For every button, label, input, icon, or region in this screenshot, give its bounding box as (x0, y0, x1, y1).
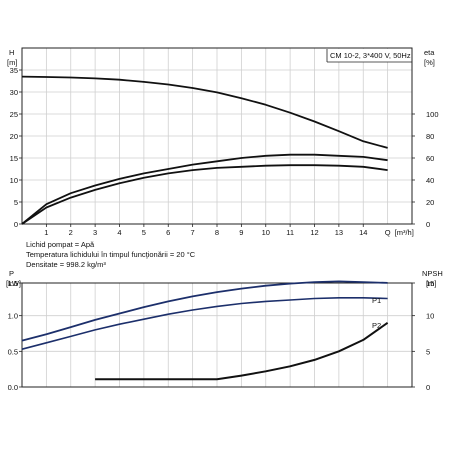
y-tick-label: 15 (10, 154, 18, 163)
npsh-curve (95, 321, 389, 381)
x-axis-label: Q (385, 228, 391, 237)
fluid-note-1: Lichid pompat = Apă (26, 240, 95, 249)
y-tick-label: 0 (14, 220, 18, 229)
x-tick-label: 13 (335, 228, 343, 237)
y-axis-label: H (9, 48, 14, 57)
y-tick-label: 5 (14, 198, 18, 207)
y2-tick-label: 100 (426, 110, 439, 119)
fluid-note-3: Densitate = 998.2 kg/m³ (26, 260, 106, 269)
y2-tick-label: 60 (426, 154, 434, 163)
efficiency-curve-2 (21, 164, 388, 225)
y2-axis-label: eta (424, 48, 435, 57)
y-tick-label: 35 (10, 66, 18, 75)
y-tick-label: 0.5 (8, 347, 18, 356)
title-box (327, 49, 410, 62)
x-tick-label: 2 (69, 228, 73, 237)
x-tick-label: 9 (239, 228, 243, 237)
y2-tick-label: 5 (426, 347, 430, 356)
x-tick-label: 7 (191, 228, 195, 237)
y2-axis-label: NPSH (422, 269, 443, 278)
x-tick-label: 12 (310, 228, 318, 237)
y-tick-label: 10 (10, 176, 18, 185)
y2-axis-unit: [m] (426, 279, 436, 288)
y-tick-label: 0.0 (8, 383, 18, 392)
x-tick-label: 6 (166, 228, 170, 237)
power-npsh-chart: 0.0 0.5 1.0 1.5 0 5 10 15 P[kW] NPSH[m] P1 P2 (6, 269, 443, 392)
p1-curve (21, 280, 388, 342)
y2-tick-label: 40 (426, 176, 434, 185)
fluid-note-2: Temperatura lichidului în timpul funcţio… (26, 250, 196, 259)
y-tick-label: 1.0 (8, 312, 18, 321)
x-axis-unit: [m³/h] (395, 228, 414, 237)
efficiency-curve (21, 153, 388, 225)
y2-tick-label: 20 (426, 198, 434, 207)
p2-curve (21, 297, 388, 350)
y-axis-unit: [kW] (6, 279, 21, 288)
plot-frame (21, 282, 413, 388)
x-tick-label: 4 (117, 228, 121, 237)
y-axis-unit: [m] (7, 58, 17, 67)
y2-tick-label: 10 (426, 312, 434, 321)
p2-label: P2 (372, 321, 381, 330)
x-tick-label: 14 (359, 228, 367, 237)
y2-tick-label: 0 (426, 383, 430, 392)
x-tick-label: 8 (215, 228, 219, 237)
y2-tick-label: 0 (426, 220, 430, 229)
y2-axis-unit: [%] (424, 58, 435, 67)
y-tick-label: 30 (10, 88, 18, 97)
head-curve (21, 75, 388, 149)
y2-tick-label: 15 (426, 279, 434, 288)
x-tick-label: 1 (44, 228, 48, 237)
fluid-notes: Lichid pompat = Apă Temperatura lichidul… (26, 240, 196, 269)
y-tick-label: 25 (10, 110, 18, 119)
x-tick-label: 10 (262, 228, 270, 237)
x-tick-label: 3 (93, 228, 97, 237)
p1-label: P1 (372, 296, 381, 305)
y-axis-label: P (9, 269, 14, 278)
chart-title: CM 10-2, 3*400 V, 50Hz (330, 51, 411, 60)
y2-tick-label: 80 (426, 132, 434, 141)
x-tick-label: 11 (286, 228, 294, 237)
y-tick-label: 20 (10, 132, 18, 141)
x-tick-label: 5 (142, 228, 146, 237)
y-tick-label: 1.5 (8, 279, 18, 288)
